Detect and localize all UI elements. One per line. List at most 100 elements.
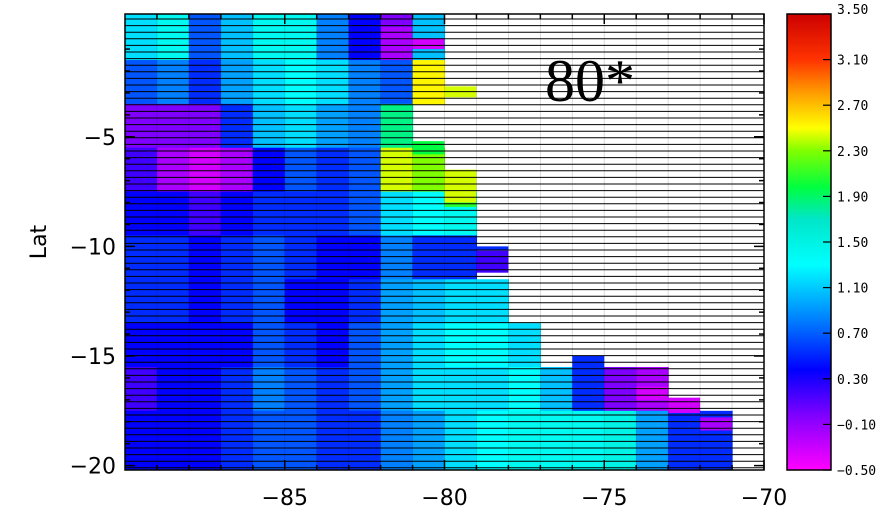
- heatmap-cell: [540, 366, 573, 412]
- heatmap-cell: [284, 14, 318, 61]
- heatmap-cell: [284, 103, 318, 149]
- heatmap-cell: [156, 103, 190, 149]
- heatmap-cells: [125, 14, 733, 470]
- heatmap-cell: [348, 103, 382, 149]
- heatmap-cell: [188, 60, 222, 105]
- heatmap-cell: [380, 14, 413, 28]
- heatmap-cell: [156, 323, 190, 368]
- colorbar-tick-label: 3.10: [837, 54, 868, 69]
- axes: −85 −80 −75 −70 −5 −10 −15 −20: [70, 14, 787, 511]
- heatmap-cell: [604, 410, 637, 470]
- heatmap-cell: [156, 60, 190, 105]
- heatmap-cell: [252, 191, 286, 237]
- heatmap-cell: [220, 410, 254, 470]
- heatmap-cell: [668, 410, 701, 470]
- heatmap-cell: [188, 14, 222, 61]
- heatmap-cell: [252, 14, 286, 61]
- heatmap-cell: [188, 366, 222, 412]
- heatmap-cell: [412, 410, 446, 470]
- heatmap-cell: [284, 147, 318, 193]
- heatmap-cell: [125, 410, 158, 470]
- y-tick-label: −15: [70, 345, 116, 370]
- heatmap-cell: [156, 191, 190, 237]
- heatmap-cell: [188, 147, 222, 193]
- heatmap-cell: [284, 323, 318, 368]
- heatmap-cell: [188, 103, 222, 149]
- colorbar-tick-label: 2.30: [837, 145, 868, 160]
- heatmap-cell: [156, 279, 190, 324]
- heatmap-cell: [412, 38, 445, 50]
- heatmap-cell: [412, 191, 446, 237]
- heatmap-cell: [156, 366, 190, 412]
- heatmap-cell: [636, 386, 669, 400]
- heatmap-cell: [444, 410, 478, 470]
- colorbar-tick-label: 1.90: [837, 190, 868, 205]
- heatmap-cell: [348, 279, 382, 324]
- heatmap-cell: [125, 191, 158, 237]
- heatmap-cell: [508, 410, 541, 470]
- heatmap-cell: [188, 279, 222, 324]
- heatmap-cell: [412, 14, 446, 61]
- heatmap-cell: [444, 279, 478, 324]
- heatmap-cell: [220, 147, 254, 193]
- heatmap-cell: [220, 235, 254, 280]
- heatmap-cell: [476, 279, 509, 324]
- heatmap-cell: [220, 60, 254, 105]
- heatmap-cell: [412, 60, 446, 105]
- heatmap-cell: [316, 147, 350, 193]
- heatmap-cell: [316, 410, 350, 470]
- heatmap-cell: [125, 366, 158, 412]
- heatmap-cell: [125, 235, 158, 280]
- heatmap-cell: [284, 410, 318, 470]
- colorbar-ticks: 3.50 3.10 2.70 2.30 1.90 1.50 1.10 0.70 0.30 −0.1…: [823, 3, 876, 479]
- heatmap-cell: [348, 410, 382, 470]
- heatmap-cell: [572, 356, 605, 378]
- heatmap-cell: [252, 279, 286, 324]
- y-axis-label: Lat: [27, 224, 52, 259]
- heatmap-cell: [444, 202, 477, 207]
- heatmap-cell: [252, 323, 286, 368]
- y-tick-label: −10: [70, 235, 116, 260]
- heatmap-cell: [284, 279, 318, 324]
- heatmap-cell: [125, 103, 158, 149]
- heatmap-cell: [284, 235, 318, 280]
- x-tick-label: −70: [741, 486, 787, 511]
- colorbar-tick-label: −0.10: [837, 418, 876, 433]
- heatmap-cell: [444, 235, 478, 280]
- heatmap-cell: [380, 60, 414, 105]
- heatmap-cell: [156, 235, 190, 280]
- heatmap-cell: [700, 417, 733, 431]
- heatmap-cell: [348, 14, 382, 61]
- heatmap-cell: [316, 235, 350, 280]
- x-tick-label: −85: [262, 486, 308, 511]
- colorbar-tick-label: 0.30: [837, 373, 868, 388]
- heatmap-cell: [380, 366, 414, 412]
- heatmap-cell: [316, 279, 350, 324]
- heatmap-cell: [348, 60, 382, 105]
- heatmap-cell: [348, 147, 382, 193]
- heatmap-cell: [380, 235, 414, 280]
- heatmap-cell: [188, 323, 222, 368]
- x-tick-label: −75: [581, 486, 627, 511]
- heatmap-cell: [284, 191, 318, 237]
- heatmap-cell: [252, 60, 286, 105]
- heatmap-cell: [604, 375, 637, 394]
- heatmap-cell: [668, 397, 701, 413]
- heatmap-cell: [220, 14, 254, 61]
- heatmap-cell: [156, 410, 190, 470]
- colorbar-tick-label: 1.50: [837, 236, 868, 251]
- heatmap-cell: [316, 191, 350, 237]
- heatmap-cell: [220, 191, 254, 237]
- heatmap-cell: [412, 323, 446, 368]
- colorbar-tick-label: 2.70: [837, 99, 868, 114]
- heatmap-cell: [252, 410, 286, 470]
- heatmap-cell: [220, 103, 254, 149]
- heatmap-cell: [252, 366, 286, 412]
- heatmap-cell: [348, 366, 382, 412]
- heatmap-cell: [572, 410, 605, 470]
- heatmap-cell: [252, 103, 286, 149]
- heatmap-cell: [412, 141, 445, 155]
- heatmap-cell: [284, 366, 318, 412]
- heatmap-cell: [380, 103, 414, 149]
- colorbar-tick-label: 3.50: [837, 3, 868, 18]
